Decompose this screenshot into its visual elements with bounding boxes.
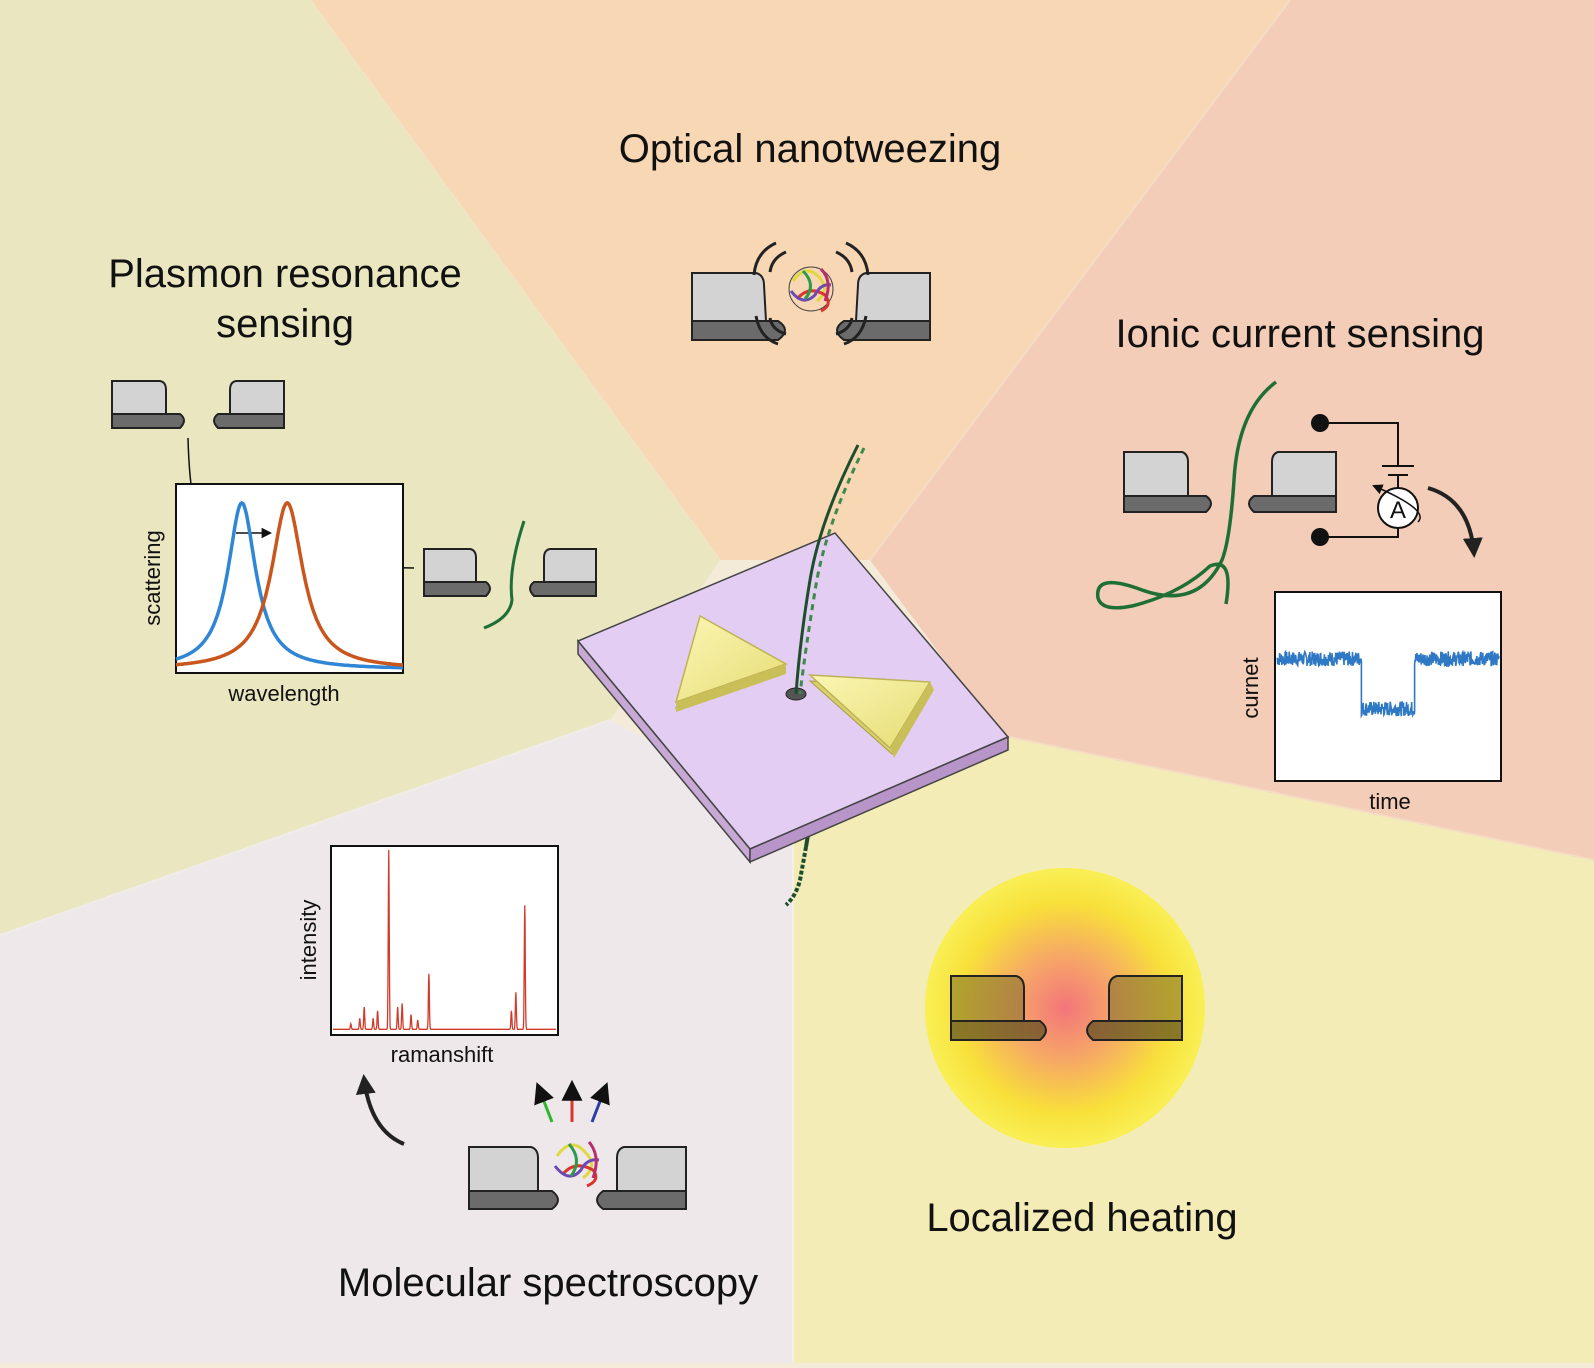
raman-ylabel: intensity (296, 900, 321, 981)
wedge-optical (310, 0, 1290, 560)
optical-title: Optical nanotweezing (619, 127, 1001, 171)
spectroscopy-title: Molecular spectroscopy (338, 1261, 758, 1305)
ionic-xlabel: time (1369, 789, 1411, 814)
raman-spectrum (333, 849, 556, 1030)
heating-title: Localized heating (926, 1196, 1237, 1240)
raman-chart: ramanshift intensity (296, 845, 559, 1067)
plasmon-title-line1: Plasmon resonance (108, 252, 462, 296)
ionic-pore (1096, 380, 1337, 610)
plasmon-series-1 (175, 500, 403, 670)
ionic-current-trace (1276, 649, 1500, 719)
raman-arrow (355, 1074, 405, 1146)
dna-strand (794, 444, 866, 695)
ionic-ylabel: curnet (1238, 657, 1263, 718)
spectroscopy-pore (468, 1079, 687, 1210)
ionic-chart: time curnet (1238, 591, 1502, 814)
plasmon-title-line2: sensing (216, 302, 354, 346)
ionic-chart-frame (1274, 591, 1502, 782)
plasmon-pore-right (423, 520, 597, 630)
raman-chart-frame (330, 845, 559, 1036)
optical-nanopore-illustration (691, 241, 931, 346)
ammeter-label: A (1390, 497, 1406, 524)
protein-molecule (788, 266, 834, 313)
ionic-title: Ionic current sensing (1115, 312, 1484, 356)
ionic-arrow (1427, 486, 1483, 558)
wedge-plasmon (0, 0, 720, 935)
heat-glow (925, 868, 1205, 1148)
wedge-spectroscopy (0, 720, 793, 1363)
raman-xlabel: ramanshift (391, 1042, 494, 1067)
plasmon-series-2 (175, 500, 404, 667)
membrane-side-right (749, 735, 1009, 864)
plasmon-chart: wavelength scattering (140, 483, 404, 706)
plasmon-xlabel: wavelength (227, 681, 339, 706)
protein-molecule-2 (553, 1141, 600, 1188)
plasmon-pore-top (111, 380, 285, 429)
gold-bowtie (674, 614, 934, 758)
plasmon-ylabel: scattering (140, 530, 165, 625)
ammeter-circuit: A (1311, 414, 1421, 546)
central-membrane (576, 444, 1010, 907)
plasmon-chart-frame (175, 483, 404, 674)
heating-illustration (925, 868, 1205, 1148)
